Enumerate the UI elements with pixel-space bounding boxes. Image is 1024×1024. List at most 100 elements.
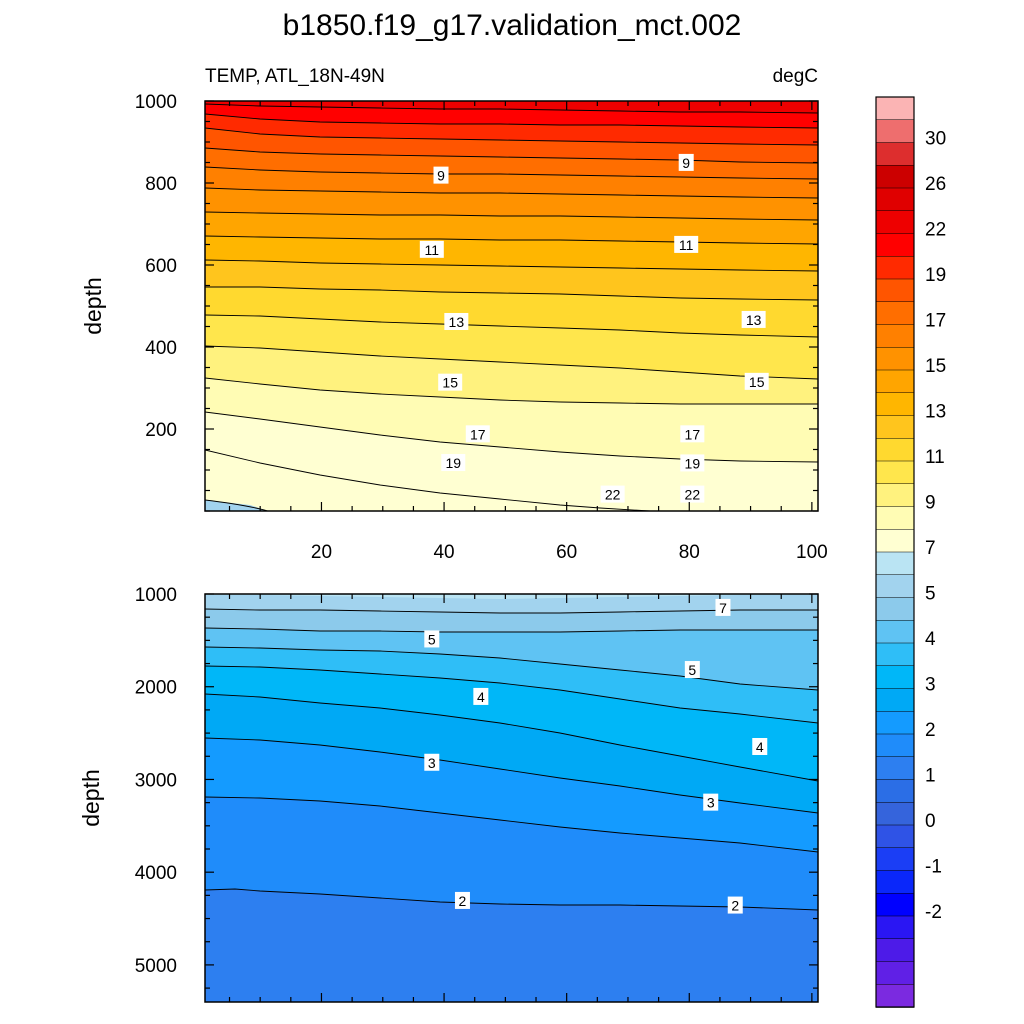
colorbar-swatch (875, 597, 915, 621)
colorbar-tick-label: 26 (925, 174, 946, 195)
contour-label-text: 5 (428, 631, 436, 647)
contour-label-text: 4 (477, 689, 485, 705)
contour-label-text: 2 (731, 898, 739, 914)
colorbar-swatch (875, 915, 915, 940)
colorbar-swatch (875, 620, 915, 644)
colorbar-swatch (875, 415, 915, 439)
contour-label-text: 7 (719, 600, 727, 616)
colorbar-swatch (875, 665, 915, 690)
colorbar-swatch (875, 779, 915, 803)
y-tick-label: 1000 (135, 92, 177, 113)
contour-label-box (674, 235, 699, 253)
contour-label: 22 (600, 485, 625, 503)
lower-ticks: 1000 2000 3000 4000 5000 (135, 585, 818, 1002)
contour-label: 3 (424, 753, 440, 771)
upper-ticks: 200 400 600 800 1000 20 40 60 80 100 (135, 92, 828, 563)
colorbar-swatch (875, 438, 915, 462)
colorbar-swatch (875, 574, 915, 599)
contour-label-text: 15 (442, 375, 458, 391)
contour-label-text: 11 (425, 242, 440, 258)
contour-line (205, 113, 818, 129)
upper-fill (205, 101, 818, 511)
upper-panel: 22 22 19 19 17 17 15 15 13 13 11 11 9 9 200 400 600 800 1… (80, 92, 828, 563)
contour-line (205, 166, 818, 180)
colorbar-tick-label: 2 (925, 720, 936, 741)
contour-line (205, 608, 818, 614)
contour-label-text: 17 (685, 426, 701, 442)
colorbar-swatch (875, 938, 915, 963)
contour-label-box (454, 891, 470, 909)
colorbar-frame (875, 96, 915, 1008)
colorbar-swatch (875, 961, 915, 985)
contour-line (205, 796, 818, 853)
colorbar-swatch (875, 392, 915, 417)
colorbar-tick-label: -1 (925, 857, 942, 878)
colorbar-swatch (875, 642, 915, 667)
colorbar-swatch (875, 893, 915, 917)
contour-line (205, 103, 818, 114)
colorbar-swatch (875, 756, 915, 781)
colorbar-tick-label: 17 (925, 311, 946, 332)
x-tick-label: 60 (556, 542, 577, 563)
colorbar-swatch (875, 278, 915, 303)
contour-line (205, 449, 651, 511)
contour-label-text: 4 (756, 739, 764, 755)
contour-label: 5 (684, 661, 700, 679)
contour-line (205, 627, 818, 633)
contour-line (205, 665, 818, 724)
x-tick-label: 40 (433, 542, 454, 563)
contour-label-text: 5 (688, 662, 696, 678)
contour-label-box (441, 454, 466, 472)
colorbar-tick-label: 5 (925, 584, 936, 605)
contour-line (205, 345, 818, 380)
colorbar-tick-label: 1 (925, 766, 936, 787)
contour-label-box (680, 425, 705, 443)
colorbar-swatch (875, 119, 915, 144)
colorbar-swatch (875, 870, 915, 894)
contour-label-box (703, 793, 719, 811)
contour-label: 4 (473, 687, 489, 705)
contour-label: 7 (715, 598, 731, 616)
upper-y-axis-label: depth (80, 277, 106, 335)
lower-fill (205, 594, 818, 1002)
y-tick-label: 5000 (135, 956, 177, 977)
colorbar-swatch (875, 824, 915, 849)
contour-label-text: 19 (445, 455, 461, 471)
lower-panel: 7 5 5 4 4 3 3 2 2 1000 2000 3000 4000 5000 depth (78, 585, 819, 1003)
upper-contour-labels: 22 22 19 19 17 17 15 15 13 13 11 11 9 9 (419, 153, 769, 503)
colorbar-swatch (875, 551, 915, 576)
contour-label: 22 (680, 485, 705, 503)
contour-label-text: 9 (682, 155, 690, 171)
contour-line (205, 693, 818, 782)
contour-label-box (433, 166, 449, 184)
contour-label: 11 (674, 235, 699, 253)
colorbar-swatch (875, 324, 915, 348)
contour-label-box (444, 312, 469, 330)
colorbar-swatch (875, 369, 915, 394)
contour-line (205, 646, 818, 691)
contour-label: 13 (444, 312, 469, 330)
colorbar (875, 96, 915, 1008)
contour-label: 4 (752, 738, 768, 755)
contour-label-box (600, 485, 625, 503)
band-upper-23-24 (205, 101, 818, 113)
contour-label-box (438, 373, 463, 391)
variable-label: TEMP, ATL_18N-49N (205, 66, 385, 87)
contour-line (205, 147, 818, 164)
contour-label: 17 (465, 425, 490, 443)
contour-label: 13 (741, 310, 766, 328)
colorbar-swatch (875, 96, 915, 121)
contour-label-text: 3 (428, 755, 436, 771)
colorbar-tick-label: 4 (925, 629, 936, 650)
colorbar-tick-label: 22 (925, 220, 946, 241)
contour-label-box (678, 153, 694, 171)
y-tick-label: 200 (145, 420, 177, 441)
contour-label-text: 2 (459, 893, 467, 909)
colorbar-swatch (875, 460, 915, 485)
contour-label: 15 (744, 372, 769, 390)
lower-contour-labels: 7 5 5 4 4 3 3 2 2 (424, 598, 768, 914)
contour-label-box (684, 661, 700, 679)
contour-line (205, 235, 818, 245)
contour-label: 9 (433, 166, 449, 184)
